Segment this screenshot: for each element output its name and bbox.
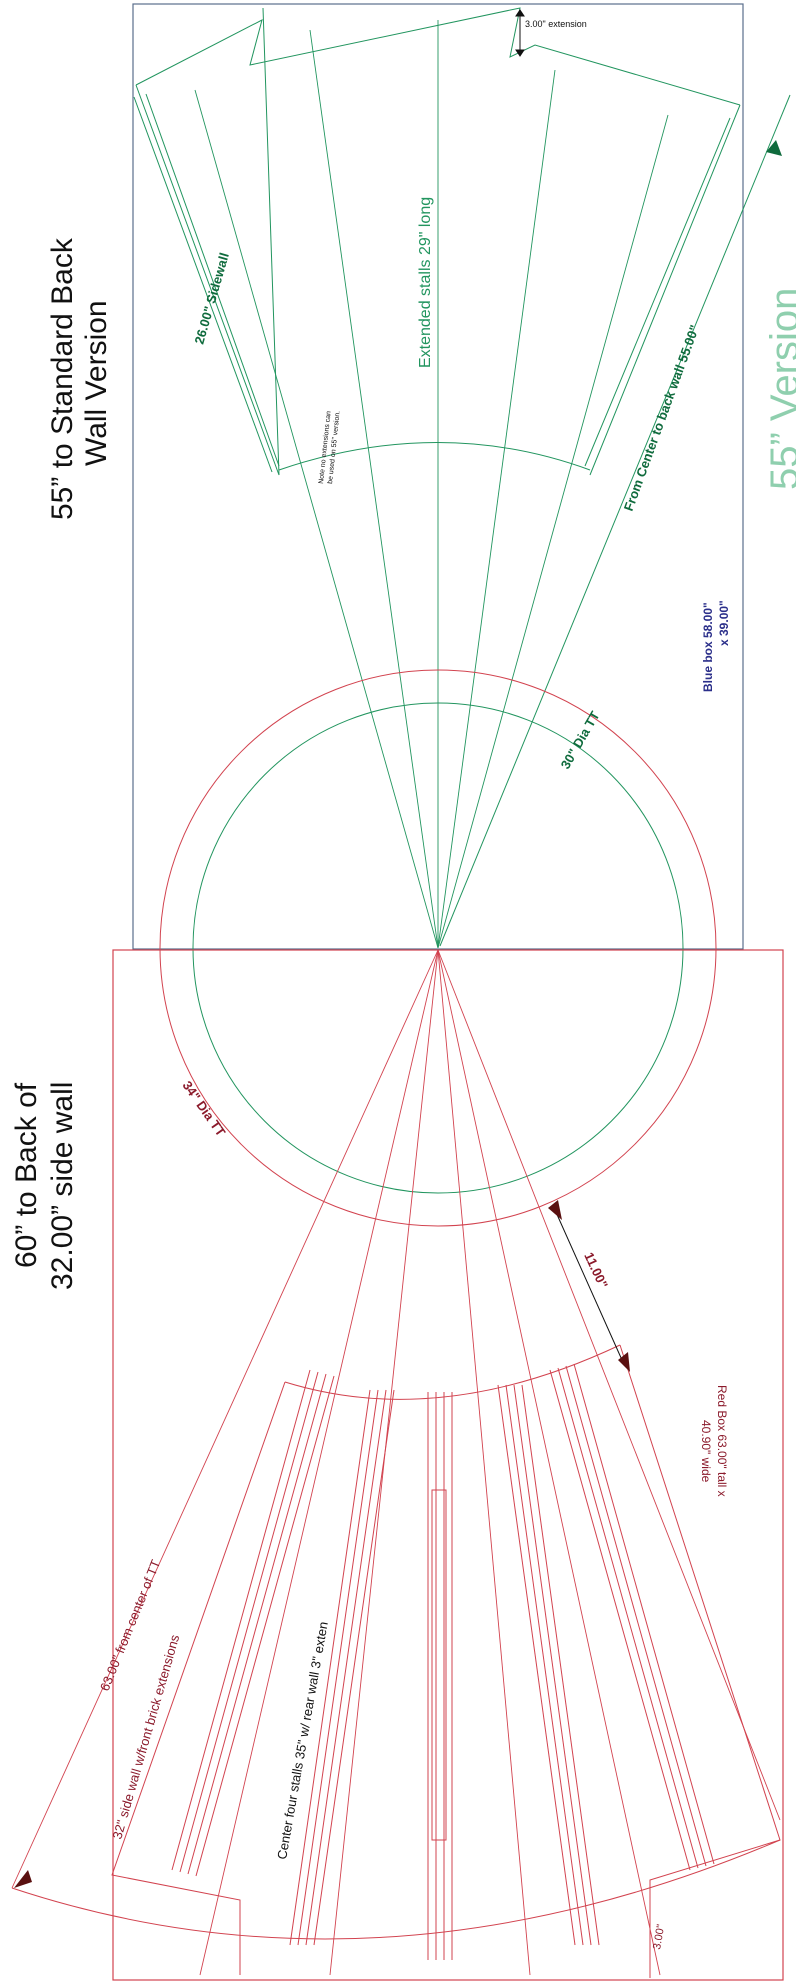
green-roundhouse-outline	[133, 7, 741, 476]
from-center-label: 63.00" from center of TT	[97, 1557, 163, 1693]
bottom-title-line2: 32.00” side wall	[46, 1082, 79, 1290]
version-label: 55” Version	[763, 288, 796, 490]
red-roundhouse-outline	[11, 1344, 781, 1978]
top-title-line1: 55” to Standard Back	[46, 237, 79, 520]
extension-label: 3.00" extension	[525, 19, 587, 29]
from-center-arrowhead	[14, 1870, 32, 1888]
center-four-label: Center four stalls 35" w/ rear wall 3" e…	[274, 1620, 331, 1860]
turntable-34-circle	[159, 669, 717, 1227]
dim-3-label: 3.00"	[651, 1923, 667, 1950]
green-stall-radials	[194, 20, 669, 949]
bottom-title-line1: 60” to Back of	[10, 1082, 43, 1268]
extension-dimension	[515, 9, 525, 57]
extended-stalls-label: Extended stalls 29" long	[417, 197, 434, 368]
dia-30-label: 30" Dia TT	[558, 709, 603, 772]
dia-34-label: 34" Dia TT	[180, 1078, 229, 1139]
blue-box-label-line1: Blue box 58.00"	[701, 602, 715, 692]
blue-box-outline	[132, 3, 744, 950]
dimension-11-arrow	[548, 1200, 630, 1372]
red-track-stalls	[171, 1363, 715, 1960]
turntable-30-circle	[192, 702, 684, 1194]
blue-box-label-line2: x 39.00"	[717, 600, 731, 646]
sidewall-label: 26.00" Sidewall	[191, 251, 231, 346]
dim-11-label: 11.00"	[581, 1250, 611, 1291]
red-box-label-line1: Red Box 63.00" tall x	[715, 1385, 729, 1497]
red-box-outline	[112, 949, 784, 1981]
red-box-label-line2: 40.90" wide	[699, 1420, 713, 1483]
top-title-line2: Wall Version	[80, 300, 113, 466]
red-stall-radials	[11, 949, 781, 1976]
center-to-back-dimension	[439, 94, 791, 947]
